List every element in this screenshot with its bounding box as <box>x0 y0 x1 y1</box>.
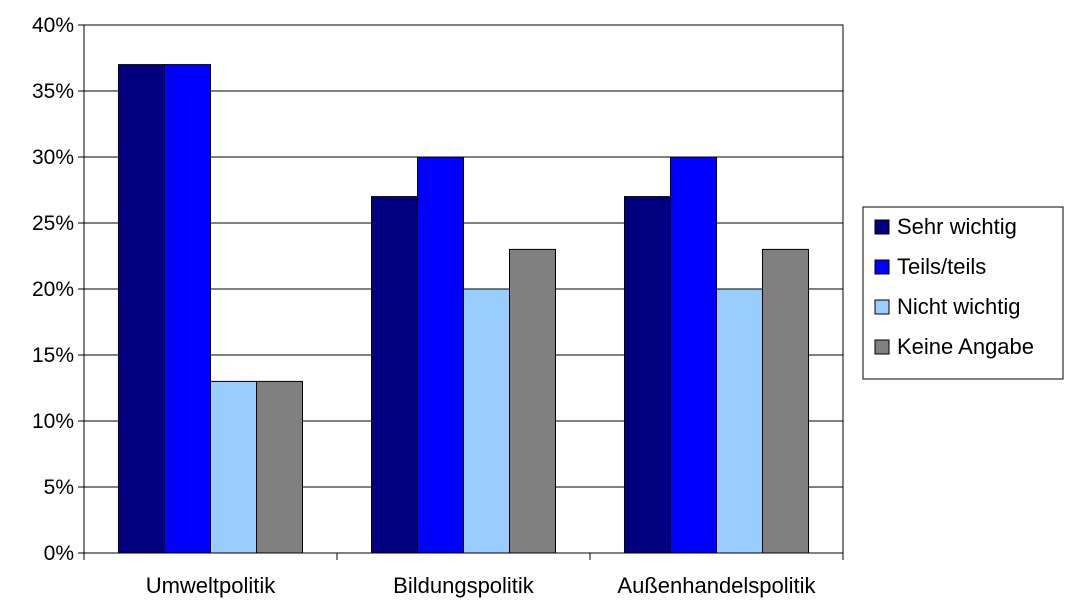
x-category-labels: Umweltpolitik Bildungspolitik Außenhandels… <box>146 573 817 598</box>
y-tick-label: 0% <box>44 542 74 565</box>
legend-label: Teils/teils <box>897 254 986 279</box>
legend-swatch <box>874 299 890 315</box>
y-tick-labels: 0% 5% 10% 15% 20% 25% 30% 35% 40% <box>32 14 74 565</box>
legend-swatch <box>874 259 890 275</box>
legend-swatch <box>874 219 890 235</box>
bar-umweltpolitik-sehr-wichtig <box>118 64 165 554</box>
legend-swatch <box>874 339 890 355</box>
bar-außenhandelspolitik-keine-angabe <box>762 248 809 554</box>
bar-bildungspolitik-keine-angabe <box>509 248 556 554</box>
bars <box>118 64 809 554</box>
y-tick-label: 30% <box>32 146 74 169</box>
legend-box <box>862 206 1064 380</box>
legend: Sehr wichtig Teils/teils Nicht wichtig Kein… <box>862 206 1064 380</box>
bar-bildungspolitik-teils-teils <box>417 156 464 554</box>
bar-außenhandelspolitik-sehr-wichtig <box>624 196 671 554</box>
legend-label: Keine Angabe <box>897 334 1034 359</box>
bar-außenhandelspolitik-nicht-wichtig <box>716 288 763 554</box>
y-tick-label: 20% <box>32 278 74 301</box>
bar-umweltpolitik-nicht-wichtig <box>210 380 257 554</box>
bar-bildungspolitik-nicht-wichtig <box>463 288 510 554</box>
legend-label: Nicht wichtig <box>897 294 1020 319</box>
y-tick-label: 40% <box>32 14 74 37</box>
axes <box>78 24 844 560</box>
legend-label: Sehr wichtig <box>897 214 1017 239</box>
y-tick-label: 5% <box>44 476 74 499</box>
bar-umweltpolitik-teils-teils <box>164 64 211 554</box>
y-tick-label: 10% <box>32 410 74 433</box>
x-category-label: Bildungspolitik <box>393 573 535 598</box>
x-category-label: Umweltpolitik <box>146 573 277 598</box>
bar-umweltpolitik-keine-angabe <box>256 380 303 554</box>
x-category-label: Außenhandelspolitik <box>617 573 816 598</box>
bar-bildungspolitik-sehr-wichtig <box>371 196 418 554</box>
bar-außenhandelspolitik-teils-teils <box>670 156 717 554</box>
y-tick-label: 35% <box>32 80 74 103</box>
y-tick-label: 25% <box>32 212 74 235</box>
y-tick-label: 15% <box>32 344 74 367</box>
